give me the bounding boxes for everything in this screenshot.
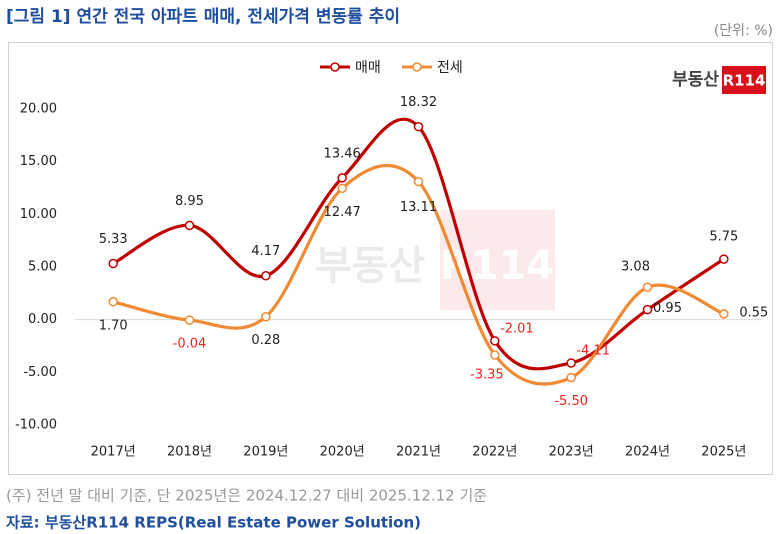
legend-label: 전세	[437, 60, 463, 76]
data-label: 1.70	[99, 318, 128, 333]
watermark-box	[440, 210, 555, 310]
chart-title: [그림 1] 연간 전국 아파트 매매, 전세가격 변동률 추이	[6, 7, 400, 27]
data-label: 3.08	[621, 260, 650, 275]
data-label: 12.47	[324, 205, 361, 220]
point-marker	[719, 309, 729, 319]
x-tick-label: 2018년	[167, 445, 212, 460]
y-tick-label: 0.00	[28, 312, 57, 327]
data-label: 5.33	[99, 232, 128, 247]
x-tick-label: 2017년	[91, 445, 136, 460]
unit-label: (단위: %)	[714, 23, 773, 39]
data-label: 13.11	[400, 200, 437, 215]
y-tick-label: 5.00	[28, 260, 57, 275]
brand-text: 부동산	[672, 70, 719, 90]
point-marker	[108, 297, 118, 307]
x-tick-label: 2025년	[701, 445, 746, 460]
legend-marker	[330, 62, 340, 72]
point-marker	[566, 358, 576, 368]
brand-badge-box	[722, 66, 766, 94]
data-label: 4.17	[251, 244, 280, 259]
legend-marker	[412, 62, 422, 72]
y-tick-label: -5.00	[23, 365, 57, 380]
y-tick-label: 15.00	[20, 154, 57, 169]
point-marker	[490, 336, 500, 346]
watermark-badge: R114	[440, 243, 554, 289]
data-label: 13.46	[324, 146, 361, 161]
x-tick-label: 2019년	[243, 445, 288, 460]
watermark: 부동산 R114	[315, 210, 555, 310]
data-label: -4.11	[576, 343, 610, 358]
data-label: 18.32	[400, 95, 437, 110]
data-label: -0.04	[173, 337, 207, 352]
source: 자료: 부동산R114 REPS(Real Estate Power Solut…	[6, 514, 421, 532]
series-line	[112, 163, 725, 386]
data-label: -2.01	[500, 321, 534, 336]
y-tick-label: 10.00	[20, 207, 57, 222]
watermark-text: 부동산	[315, 243, 426, 289]
data-label: 8.95	[175, 194, 204, 209]
point-marker	[642, 282, 653, 292]
point-marker	[413, 121, 424, 132]
point-marker	[261, 270, 271, 281]
data-label: 0.28	[251, 333, 280, 348]
chart-frame	[8, 42, 773, 475]
x-tick-label: 2021년	[396, 445, 441, 460]
point-marker	[642, 304, 653, 315]
y-tick-label: 20.00	[20, 102, 57, 117]
point-marker	[261, 311, 271, 322]
note: (주) 전년 말 대비 기준, 단 2025년은 2024.12.27 대비 2…	[6, 487, 487, 505]
point-marker	[337, 173, 347, 183]
data-label: 0.95	[653, 301, 682, 316]
point-marker	[337, 183, 347, 194]
y-tick-label: -10.00	[15, 418, 57, 433]
legend-label: 매매	[355, 60, 381, 76]
point-marker	[184, 315, 195, 325]
data-label: -3.35	[470, 367, 504, 382]
x-tick-label: 2024년	[625, 445, 670, 460]
point-marker	[719, 254, 729, 264]
point-marker	[566, 372, 576, 383]
point-marker	[413, 176, 424, 187]
point-marker	[184, 220, 195, 231]
x-tick-label: 2020년	[320, 445, 365, 460]
x-tick-label: 2022년	[472, 445, 517, 460]
x-tick-label: 2023년	[549, 445, 594, 460]
data-label: 0.55	[739, 305, 768, 320]
data-label: -5.50	[554, 394, 588, 409]
point-marker	[490, 350, 500, 360]
point-marker	[108, 258, 118, 269]
brand-badge: R114	[723, 72, 766, 90]
data-label: 5.75	[709, 230, 738, 245]
